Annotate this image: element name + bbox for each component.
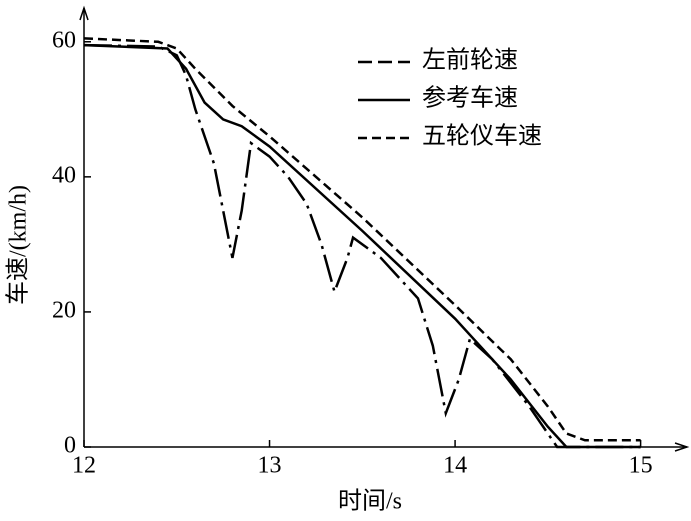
x-tick-label: 14 — [443, 453, 467, 479]
x-tick-label: 12 — [72, 453, 96, 479]
series-line — [83, 37, 641, 442]
y-tick-label: 60 — [52, 27, 76, 53]
x-axis-label: 时间/s — [338, 488, 402, 515]
x-tick-label: 15 — [629, 453, 653, 479]
y-tick-label: 0 — [64, 433, 76, 459]
y-axis-label: 车速/(km/h) — [5, 185, 32, 305]
y-tick-label: 20 — [52, 297, 76, 323]
series-line — [83, 43, 641, 449]
y-axis-arrow — [79, 5, 89, 21]
x-axis-arrow — [674, 442, 690, 452]
y-tick-label: 40 — [52, 162, 76, 188]
legend-label: 左前轮速 — [422, 47, 518, 74]
legend-label: 五轮仪车速 — [422, 123, 542, 150]
x-tick-label: 13 — [258, 453, 282, 479]
series-line — [83, 43, 641, 449]
legend-label: 参考车速 — [422, 85, 518, 112]
